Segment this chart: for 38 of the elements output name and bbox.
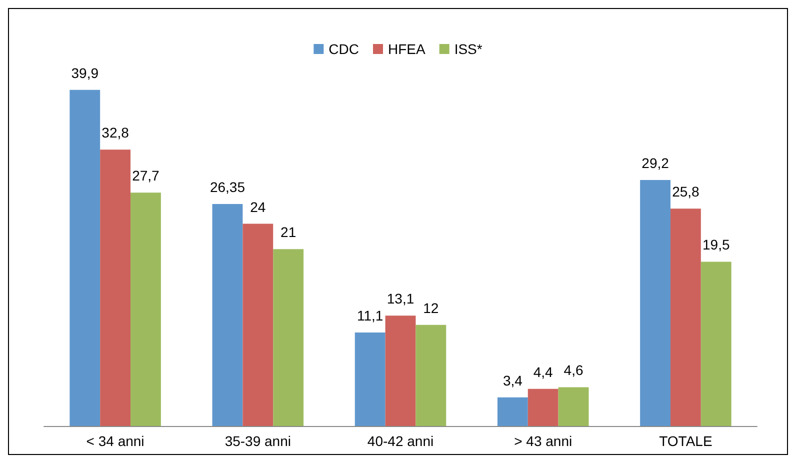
data-label: 13,1: [386, 290, 414, 307]
bar: [416, 324, 446, 426]
data-label: 39,9: [71, 64, 99, 81]
bar: [385, 316, 416, 426]
bar: [212, 204, 243, 426]
data-label: 4,4: [533, 364, 554, 380]
data-label: 21: [280, 224, 296, 240]
data-label: 3,4: [502, 372, 523, 388]
data-label: 29,2: [642, 154, 670, 171]
bar: [70, 90, 100, 426]
bar: [273, 249, 304, 426]
legend-label: ISS*: [454, 41, 483, 57]
bar: [528, 388, 558, 426]
x-tick-label: > 43 anni: [514, 433, 572, 449]
data-label: 27,7: [132, 168, 160, 184]
data-label: 11,1: [356, 307, 384, 324]
bar: [130, 192, 161, 426]
data-label: 32,8: [102, 124, 130, 141]
legend-label: CDC: [328, 41, 359, 57]
data-label: 25,8: [672, 184, 700, 200]
data-label: 19,5: [702, 236, 730, 253]
x-tick-label: 40-42 anni: [367, 433, 434, 449]
bar: [670, 208, 701, 426]
bar: [242, 224, 274, 426]
bar: [100, 150, 131, 426]
bar: [558, 387, 589, 426]
data-label: 26,35: [210, 179, 246, 195]
legend-label: HFEA: [388, 41, 426, 57]
bar: [354, 332, 386, 426]
x-tick-label: 35-39 anni: [224, 433, 291, 449]
bar: [700, 262, 732, 426]
x-tick-label: < 34 anni: [86, 433, 144, 449]
bar: [640, 180, 670, 426]
data-label: 24: [250, 198, 266, 215]
x-tick-label: TOTALE: [659, 433, 712, 449]
data-label: 12: [423, 300, 439, 316]
bar: [497, 397, 528, 426]
data-label: 4,6: [564, 362, 584, 378]
